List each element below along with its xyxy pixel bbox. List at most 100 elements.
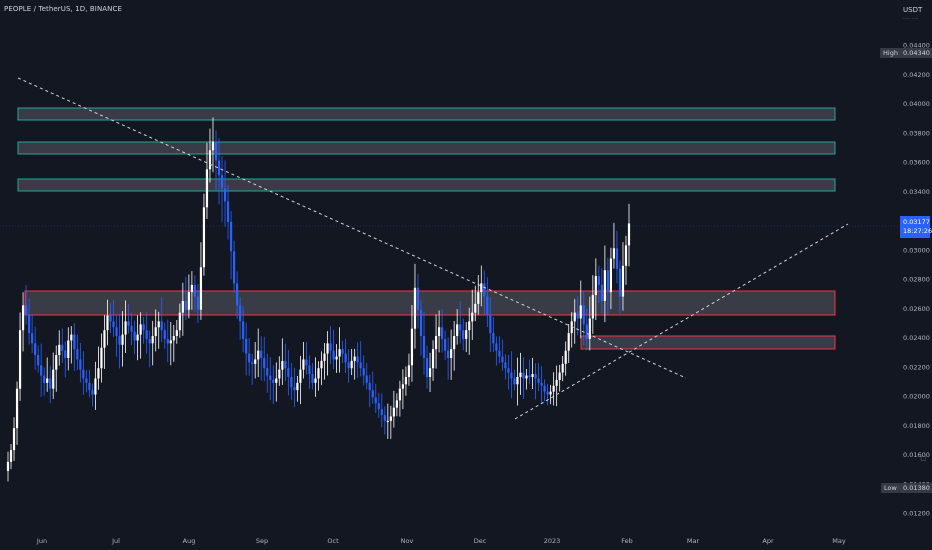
candle-body xyxy=(407,365,411,377)
candle-body xyxy=(567,333,570,351)
candle-body xyxy=(290,376,293,388)
candle-body xyxy=(579,305,582,319)
price-tick-9: 0.02600 xyxy=(903,305,930,313)
candle-body xyxy=(175,330,178,337)
time-tick-11: May xyxy=(832,537,846,545)
time-tick-4: Oct xyxy=(327,537,339,545)
candle-body xyxy=(513,378,516,385)
candle-body xyxy=(401,384,405,389)
candle-body xyxy=(516,376,519,385)
price-tick-0: 0.04400 xyxy=(903,42,930,50)
candle-body xyxy=(145,330,148,339)
time-tick-7: 2023 xyxy=(544,537,561,545)
candle-body xyxy=(486,296,489,316)
candle-body xyxy=(546,391,549,395)
candle-body xyxy=(236,283,239,306)
candle-body xyxy=(287,368,290,377)
candle-body xyxy=(440,327,444,339)
ascending-trendline[interactable] xyxy=(514,223,849,420)
price-tick-10: 0.02400 xyxy=(903,334,930,342)
high-value: 0.04340 xyxy=(900,48,932,58)
candle-body xyxy=(474,303,477,313)
candle-body xyxy=(305,359,308,366)
time-axis[interactable]: Jun Jul Aug Sep Oct Nov Dec 2023 Feb Mar Apr May xyxy=(36,537,846,545)
tradingview-logo-icon: □ xyxy=(920,455,926,462)
candle-body xyxy=(15,388,19,429)
candle-body xyxy=(85,378,88,383)
resistance-zone-1[interactable] xyxy=(17,107,836,121)
candle-body xyxy=(106,315,109,331)
price-axis[interactable]: 0.04400 0.04200 0.04000 0.03800 0.03600 0.034… xyxy=(903,42,930,518)
support-zone-1[interactable] xyxy=(24,290,836,316)
candle-body xyxy=(353,356,356,361)
candle-body xyxy=(9,450,13,462)
candle-body xyxy=(121,334,124,345)
last-price-badge: 0.03177 18:27:26 xyxy=(900,216,932,238)
candle-body xyxy=(109,315,112,322)
candle-body xyxy=(374,397,377,404)
price-tick-16: 0.01200 xyxy=(903,510,930,518)
candle-body xyxy=(193,284,197,297)
resistance-zone-3[interactable] xyxy=(17,178,836,192)
resistance-zone-2[interactable] xyxy=(17,141,836,155)
candle-body xyxy=(64,350,67,358)
time-tick-9: Mar xyxy=(687,537,700,545)
candle-body xyxy=(245,338,248,354)
candle-body xyxy=(422,336,426,358)
candle-body xyxy=(519,372,522,377)
candle-body xyxy=(600,284,603,301)
candle-body xyxy=(404,376,408,385)
candle-body xyxy=(272,379,275,383)
high-label: High xyxy=(880,48,901,58)
candle-body xyxy=(266,368,269,376)
candle-body xyxy=(76,349,79,360)
candle-body xyxy=(624,245,628,266)
candle-body xyxy=(112,321,115,328)
candle-body xyxy=(570,321,573,334)
candle-body xyxy=(540,382,543,386)
price-unit-label: USDT xyxy=(903,6,923,14)
candle-body xyxy=(127,321,130,326)
candle-body xyxy=(263,357,266,369)
candle-body xyxy=(612,248,616,259)
candle-body xyxy=(597,276,600,285)
candle-body xyxy=(525,375,528,379)
candle-body xyxy=(489,315,492,334)
candles-layer xyxy=(6,117,631,482)
candle-body xyxy=(555,379,558,386)
candle-body xyxy=(239,305,242,322)
support-zone-2[interactable] xyxy=(580,335,836,350)
candle-body xyxy=(278,369,281,379)
candle-body xyxy=(296,382,299,391)
low-value: 0.01380 xyxy=(900,483,932,493)
candle-body xyxy=(18,330,22,389)
candle-body xyxy=(618,268,622,297)
candle-body xyxy=(561,363,564,373)
descending-trendline[interactable] xyxy=(17,77,687,379)
candle-body xyxy=(139,324,142,335)
candle-body xyxy=(332,350,335,360)
candle-body xyxy=(444,338,447,351)
time-tick-0: Jun xyxy=(36,537,47,545)
price-tick-5: 0.03400 xyxy=(903,188,930,196)
candle-body xyxy=(365,375,368,383)
candle-body xyxy=(395,400,398,408)
candle-body xyxy=(510,372,513,379)
zones-layer xyxy=(17,107,836,350)
candle-body xyxy=(254,359,257,364)
candle-body xyxy=(501,356,504,363)
candle-body xyxy=(459,324,462,331)
candle-body xyxy=(91,390,94,395)
candle-body xyxy=(594,276,597,296)
candle-body xyxy=(202,207,206,268)
candle-body xyxy=(341,349,344,354)
candle-body xyxy=(281,360,284,370)
candle-body xyxy=(67,340,70,358)
candle-body xyxy=(172,336,175,341)
candle-body xyxy=(223,188,227,202)
candle-body xyxy=(269,375,272,380)
candle-body xyxy=(344,353,347,363)
candle-body xyxy=(284,360,287,369)
candle-body xyxy=(12,428,16,451)
